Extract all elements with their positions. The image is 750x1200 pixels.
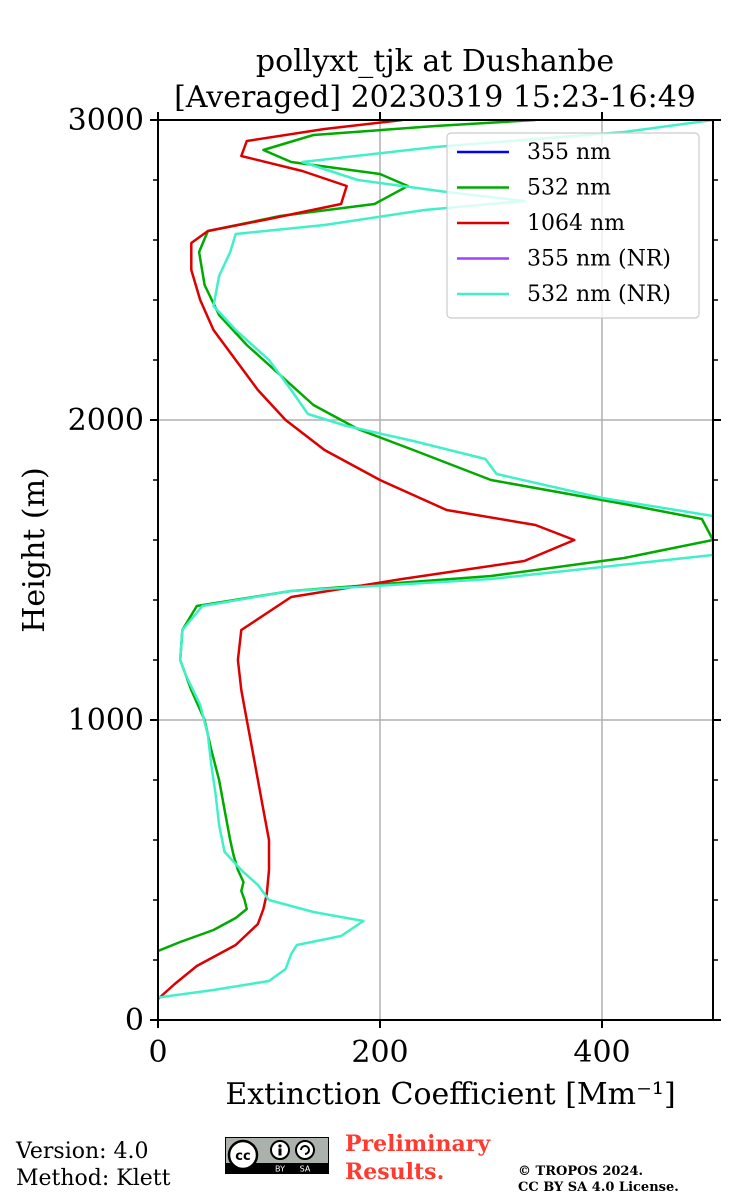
preliminary-results-note: Preliminary Results. (345, 1130, 490, 1186)
legend-label-3: 355 nm (NR) (527, 247, 671, 272)
x-axis-label: Extinction Coefficient [Mm⁻¹] (225, 1077, 675, 1112)
chart-title-line1: pollyxt_tjk at Dushanbe (256, 44, 614, 79)
legend: 355 nm 532 nm 1064 nm 355 nm (NR) 532 nm (NR… (446, 132, 700, 319)
legend-box (446, 132, 700, 319)
cc-badge-cc-text: cc (235, 1149, 250, 1164)
copyright-line1: © TROPOS 2024. (518, 1164, 644, 1179)
y-tick-label: 1000 (68, 703, 144, 738)
plot-frame (157, 119, 714, 1021)
footer-info: Version: 4.0 Method: Klett (16, 1138, 170, 1192)
preliminary-line1: Preliminary (345, 1131, 491, 1157)
method-text: Method: Klett (16, 1166, 171, 1191)
version-text: Version: 4.0 (16, 1139, 149, 1164)
x-tick-label: 200 (351, 1035, 408, 1070)
y-tick-label: 0 (125, 1003, 144, 1038)
chart-title: pollyxt_tjk at Dushanbe [Averaged] 20230… (174, 44, 696, 115)
series-line-4 (158, 120, 713, 999)
y-tick-label: 2000 (68, 403, 144, 438)
x-tick-label: 400 (573, 1035, 630, 1070)
preliminary-line2: Results. (345, 1159, 445, 1185)
y-axis-label: Height (m) (17, 467, 52, 632)
chart-title-line2: [Averaged] 20230319 15:23-16:49 (174, 80, 696, 115)
series-line-1 (158, 120, 713, 953)
axis-ticks (150, 112, 721, 1028)
series-line-2 (158, 120, 576, 1000)
y-tick-label: 3000 (68, 103, 144, 138)
cc-badge-by-text: BY (275, 1165, 285, 1174)
copyright-note: © TROPOS 2024. CC BY SA 4.0 License. (518, 1164, 679, 1196)
legend-label-1: 532 nm (527, 176, 611, 201)
legend-label-4: 532 nm (NR) (527, 282, 671, 307)
legend-label-0: 355 nm (527, 140, 611, 165)
cc-badge-sa-text: SA (300, 1165, 311, 1174)
axis-tick-labels: 0 200 400 0 1000 2000 3000 (68, 103, 631, 1070)
series-lines (158, 120, 713, 1000)
x-tick-label: 0 (148, 1035, 167, 1070)
cc-license-badge-icon: cc BY SA (225, 1137, 329, 1174)
legend-label-2: 1064 nm (527, 211, 625, 236)
copyright-line2: CC BY SA 4.0 License. (518, 1180, 679, 1195)
